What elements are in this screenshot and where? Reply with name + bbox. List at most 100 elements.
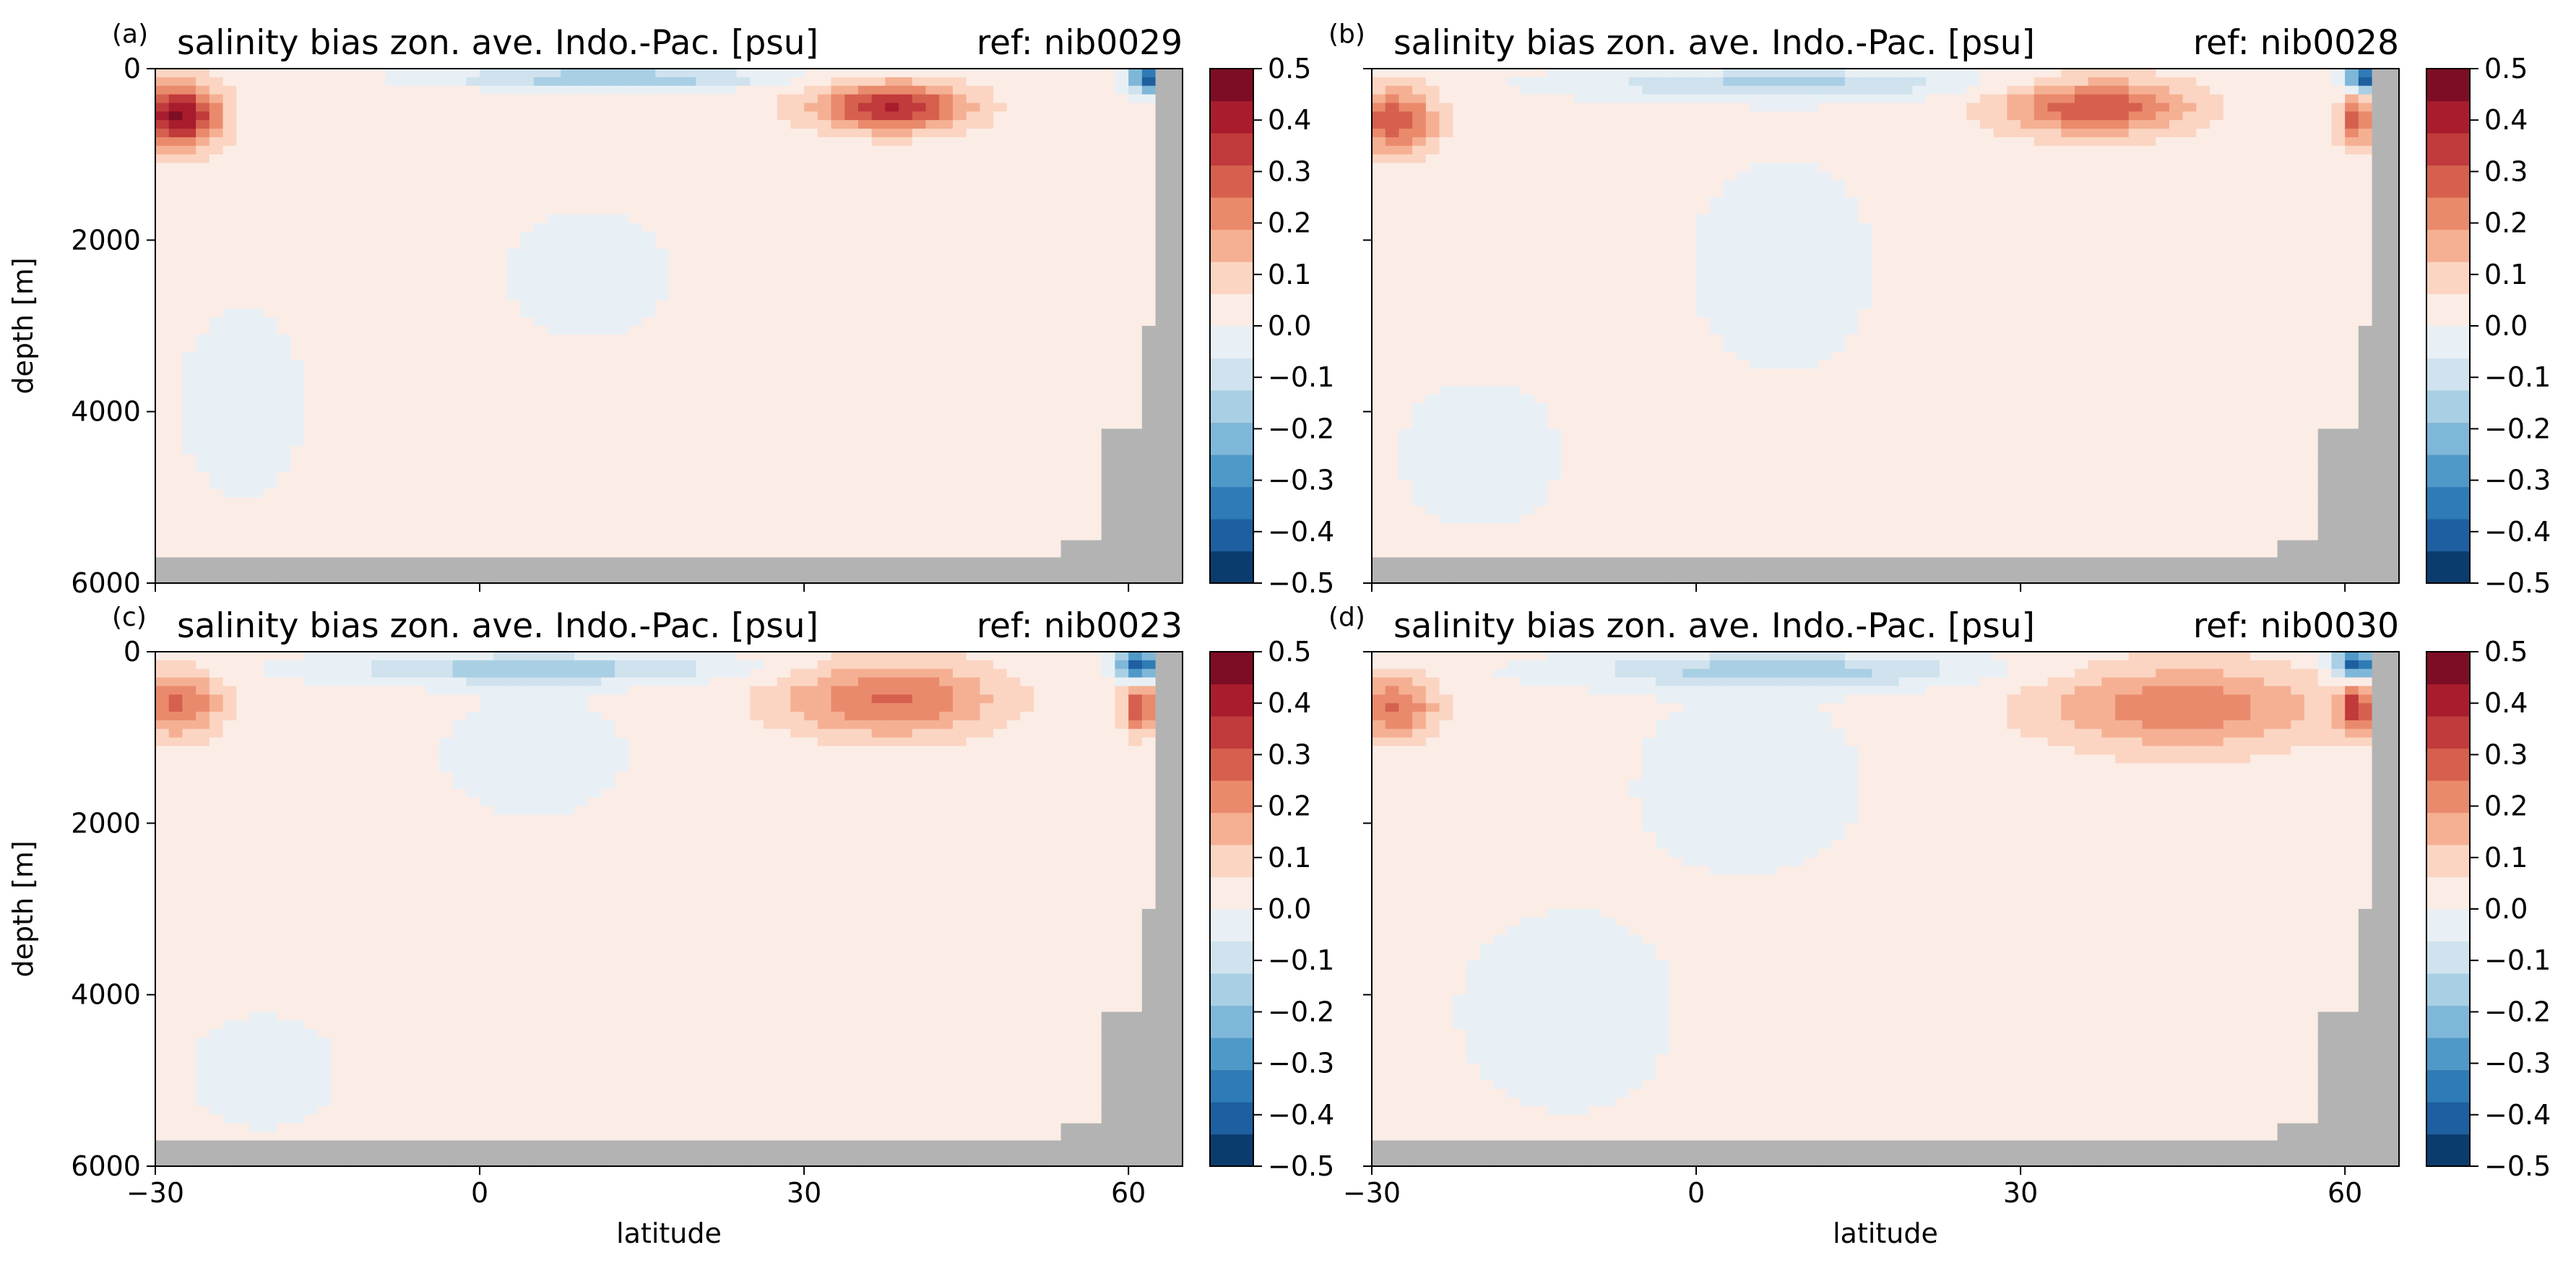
heatmap-cell — [290, 274, 305, 284]
heatmap-cell — [155, 223, 170, 233]
heatmap-cell — [1060, 274, 1075, 284]
heatmap-cell — [628, 283, 643, 293]
heatmap-cell — [1412, 145, 1427, 155]
heatmap-cell — [966, 514, 980, 524]
heatmap-cell — [249, 342, 264, 353]
heatmap-cell — [1101, 420, 1116, 429]
heatmap-cell — [331, 120, 345, 129]
heatmap-cell — [993, 506, 1008, 515]
heatmap-cell — [655, 557, 670, 566]
heatmap-cell — [628, 291, 643, 301]
heatmap-cell — [1385, 377, 1400, 387]
heatmap-cell — [750, 163, 764, 172]
heatmap-cell — [317, 309, 332, 318]
heatmap-cell — [925, 197, 940, 207]
heatmap-cell — [1399, 274, 1413, 284]
heatmap-cell — [1101, 154, 1116, 164]
heatmap-cell — [196, 557, 210, 566]
heatmap-cell — [385, 189, 399, 198]
heatmap-cell — [980, 394, 994, 404]
heatmap-cell — [385, 471, 399, 481]
heatmap-cell — [1399, 462, 1413, 473]
heatmap-cell — [574, 394, 589, 404]
heatmap-cell — [777, 265, 791, 275]
heatmap-cell — [925, 120, 940, 129]
heatmap-cell — [912, 566, 927, 575]
heatmap-cell — [655, 103, 670, 112]
heatmap-cell — [939, 402, 954, 413]
heatmap-cell — [263, 386, 277, 395]
heatmap-cell — [277, 446, 291, 455]
heatmap-cell — [628, 540, 643, 550]
heatmap-cell — [1088, 566, 1102, 575]
heatmap-cell — [912, 145, 927, 155]
heatmap-cell — [358, 480, 372, 490]
heatmap-cell — [601, 189, 615, 198]
heatmap-cell — [1034, 231, 1048, 241]
heatmap-cell — [655, 171, 670, 181]
heatmap-cell — [480, 351, 494, 361]
heatmap-cell — [817, 205, 832, 215]
heatmap-cell — [263, 231, 277, 241]
heatmap-cell — [736, 497, 751, 507]
heatmap-cell — [831, 257, 845, 267]
heatmap-cell — [804, 180, 818, 189]
heatmap-cell — [1425, 531, 1440, 541]
heatmap-cell — [817, 566, 832, 575]
heatmap-cell — [844, 446, 859, 455]
heatmap-cell — [466, 462, 480, 473]
heatmap-cell — [533, 428, 548, 438]
heatmap-cell — [317, 283, 332, 293]
heatmap-cell — [574, 154, 589, 164]
heatmap-cell — [155, 283, 170, 293]
heatmap-cell — [669, 557, 683, 566]
heatmap-cell — [1006, 240, 1021, 249]
heatmap-cell — [750, 197, 764, 207]
heatmap-cell — [669, 137, 683, 147]
heatmap-cell — [547, 454, 561, 464]
heatmap-cell — [358, 103, 372, 112]
heatmap-cell — [587, 377, 602, 387]
heatmap-cell — [871, 197, 886, 207]
heatmap-cell — [722, 197, 738, 207]
heatmap-cell — [533, 291, 548, 301]
heatmap-cell — [1425, 257, 1440, 267]
heatmap-cell — [561, 506, 575, 515]
heatmap-cell — [777, 120, 791, 129]
heatmap-cell — [804, 240, 818, 249]
heatmap-cell — [196, 265, 210, 275]
heatmap-cell — [371, 480, 386, 490]
heatmap-cell — [520, 351, 535, 361]
heatmap-cell — [804, 103, 818, 112]
heatmap-cell — [1155, 386, 1170, 395]
heatmap-cell — [817, 265, 832, 275]
heatmap-cell — [1047, 145, 1062, 155]
heatmap-cell — [966, 180, 980, 189]
heatmap-cell — [480, 480, 494, 490]
heatmap-cell — [952, 420, 967, 429]
heatmap-cell — [480, 145, 494, 155]
heatmap-cell — [155, 574, 170, 584]
heatmap-cell — [1155, 574, 1170, 584]
heatmap-cell — [601, 103, 615, 112]
heatmap-cell — [506, 574, 521, 584]
heatmap-cell — [777, 360, 791, 369]
heatmap-cell — [506, 420, 521, 429]
heatmap-cell — [249, 514, 264, 524]
heatmap-cell — [817, 557, 832, 566]
heatmap-cell — [506, 334, 521, 344]
heatmap-cell — [587, 85, 602, 95]
heatmap-cell — [628, 488, 643, 498]
heatmap-cell — [561, 514, 575, 524]
heatmap-cell — [1101, 223, 1116, 233]
heatmap-cell — [1128, 386, 1143, 395]
heatmap-cell — [168, 309, 183, 318]
heatmap-cell — [939, 257, 954, 267]
heatmap-cell — [1128, 291, 1143, 301]
heatmap-cell — [857, 471, 873, 481]
heatmap-cell — [669, 566, 683, 575]
heatmap-cell — [966, 300, 980, 309]
heatmap-cell — [980, 342, 994, 353]
heatmap-cell — [1074, 402, 1089, 413]
heatmap-cell — [425, 85, 440, 95]
